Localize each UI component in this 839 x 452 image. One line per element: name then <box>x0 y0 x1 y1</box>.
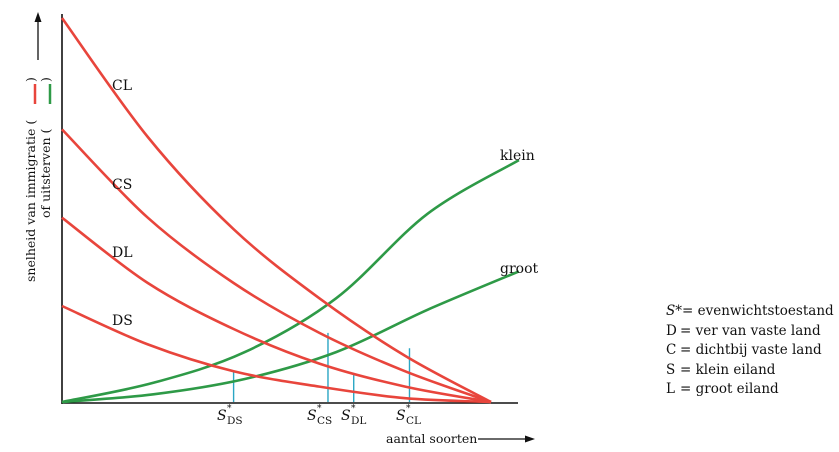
legend-text: = groot eiland <box>680 381 779 397</box>
svg-text:): ) <box>38 77 53 82</box>
immigration-curve-DS <box>61 304 492 404</box>
legend-row-large: L = groot eiland <box>666 380 834 400</box>
equilibrium-label-DS: S * DS <box>217 404 243 427</box>
y-arrow-head <box>34 12 42 22</box>
legend-key: S* <box>666 303 682 319</box>
svg-text:of uitsterven (: of uitsterven ( <box>38 129 53 218</box>
immigration-curve-CS <box>61 128 492 404</box>
legend-key: L <box>666 381 675 397</box>
label-DL: DL <box>112 245 133 261</box>
subscript-CS: CS <box>317 415 332 427</box>
legend-key: C <box>666 342 677 358</box>
legend: S*= evenwichtstoestand D = ver van vaste … <box>666 302 834 400</box>
star-symbol: * <box>227 404 232 414</box>
legend-row-small: S = klein eiland <box>666 361 834 381</box>
extinction-curve-klein <box>61 158 520 404</box>
immigration-curve-DL <box>61 216 492 404</box>
immigration-curve-CL <box>60 17 492 404</box>
legend-text: = klein eiland <box>680 361 776 378</box>
legend-key: S <box>666 361 676 378</box>
label-CL: CL <box>112 78 132 94</box>
label-groot: groot <box>500 261 539 277</box>
equilibrium-label-CL: S * CL <box>396 404 421 427</box>
y-label-line1-close: ) <box>23 77 38 82</box>
equilibrium-label-CS: S * CS <box>307 404 332 427</box>
star-symbol: * <box>351 404 356 414</box>
subscript-DS: DS <box>227 415 243 427</box>
s-symbol: S <box>341 408 351 424</box>
legend-text: = ver van vaste land <box>680 322 821 339</box>
x-label-text: aantal soorten <box>386 431 477 446</box>
svg-text:snelheid van immigratie (: snelheid van immigratie ( <box>23 120 38 282</box>
star-symbol: * <box>406 404 411 414</box>
y-axis-label: snelheid van immigratie ( ) of uitsterve… <box>23 12 53 282</box>
star-symbol: * <box>317 404 322 414</box>
x-arrow-head <box>525 435 535 443</box>
extinction-curve-groot <box>61 270 520 404</box>
svg-text:): ) <box>23 77 38 82</box>
y-label-line2-close: ) <box>38 77 53 82</box>
legend-text: = dichtbij vaste land <box>680 342 822 358</box>
s-symbol: S <box>217 408 227 424</box>
legend-key: D <box>666 322 677 339</box>
y-label-line2: of uitsterven ( <box>38 129 53 218</box>
x-axis-label: aantal soorten <box>386 431 535 446</box>
s-symbol: S <box>307 408 317 424</box>
legend-text: = evenwichtstoestand <box>682 303 834 319</box>
legend-row-equilibrium: S*= evenwichtstoestand <box>666 302 834 322</box>
label-klein: klein <box>500 148 535 164</box>
legend-row-far: D = ver van vaste land <box>666 322 834 342</box>
equilibrium-label-DL: S * DL <box>341 404 366 427</box>
label-DS: DS <box>112 313 133 329</box>
y-label-line1: snelheid van immigratie ( <box>23 120 38 282</box>
subscript-DL: DL <box>351 415 366 427</box>
subscript-CL: CL <box>406 415 421 427</box>
legend-row-near: C = dichtbij vaste land <box>666 341 834 361</box>
label-CS: CS <box>112 177 132 193</box>
s-symbol: S <box>396 408 406 424</box>
